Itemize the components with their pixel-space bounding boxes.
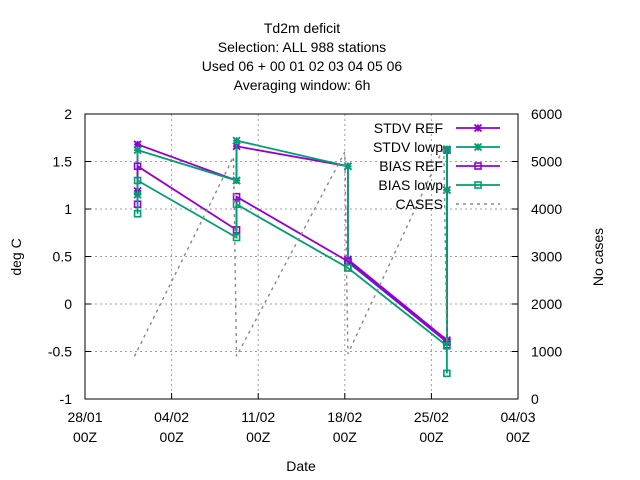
x-tick-label: 04/03 bbox=[500, 409, 535, 425]
data-point bbox=[133, 176, 142, 185]
title-line-2: Selection: ALL 988 stations bbox=[218, 39, 386, 55]
legend-item-bias-lowp: BIAS lowp bbox=[378, 177, 500, 193]
title-line-3: Used 06 + 00 01 02 03 04 05 06 bbox=[202, 58, 403, 74]
data-point bbox=[133, 145, 142, 155]
x-tick-label: 11/02 bbox=[241, 409, 275, 425]
y-tick-label: 2 bbox=[64, 106, 72, 122]
data-point bbox=[443, 341, 451, 350]
y-tick-label: -1 bbox=[60, 391, 73, 407]
legend-item-bias-ref: BIAS REF bbox=[379, 158, 500, 174]
x-tick-label-hour: 00Z bbox=[333, 429, 358, 445]
legend-label: BIAS lowp bbox=[378, 177, 443, 193]
x-tick-label-hour: 00Z bbox=[160, 429, 185, 445]
grid-lines bbox=[85, 114, 518, 399]
y-tick-label: 1 bbox=[64, 201, 72, 217]
data-point bbox=[442, 145, 452, 154]
x-tick-label: 28/01 bbox=[67, 409, 102, 425]
data-point bbox=[344, 264, 352, 272]
data-point bbox=[473, 142, 483, 152]
series-line bbox=[136, 150, 448, 374]
x-tick-label: 25/02 bbox=[414, 409, 449, 425]
data-point bbox=[232, 176, 241, 185]
chart-title: Td2m deficit Selection: ALL 988 stations… bbox=[202, 20, 403, 93]
y-tick-label: -0.5 bbox=[48, 344, 72, 360]
data-point bbox=[443, 369, 451, 378]
y2-tick-label: 5000 bbox=[531, 154, 562, 170]
data-point bbox=[133, 140, 142, 149]
legend-label: STDV lowp bbox=[373, 139, 443, 155]
y-tick-label: 1.5 bbox=[53, 154, 73, 170]
data-point bbox=[232, 233, 241, 242]
y2-tick-label: 2000 bbox=[531, 296, 562, 312]
y2-axis-label: No cases bbox=[590, 228, 606, 286]
y-tick-label: 0.5 bbox=[53, 249, 73, 265]
y-axis-label: deg C bbox=[8, 238, 24, 275]
y-tick-label: 0 bbox=[64, 296, 72, 312]
series-layer bbox=[133, 136, 452, 378]
x-tick-label-hour: 00Z bbox=[73, 429, 98, 445]
data-point bbox=[473, 123, 483, 133]
y2-tick-label: 6000 bbox=[531, 106, 562, 122]
legend-label: STDV REF bbox=[374, 120, 443, 136]
legend-item-stdv-ref: STDV REF bbox=[374, 120, 500, 136]
x-tick-label-hour: 00Z bbox=[506, 429, 531, 445]
x-tick-label: 18/02 bbox=[327, 409, 362, 425]
data-point bbox=[474, 162, 482, 170]
data-point bbox=[232, 200, 241, 209]
title-line-4: Averaging window: 6h bbox=[234, 77, 371, 93]
y2-tick-label: 4000 bbox=[531, 201, 562, 217]
data-point bbox=[232, 192, 241, 201]
legend-item-stdv-lowp: STDV lowp bbox=[373, 139, 500, 155]
series-cases bbox=[133, 147, 448, 357]
data-point bbox=[343, 162, 353, 171]
data-point bbox=[474, 181, 482, 189]
y2-tick-label: 0 bbox=[531, 391, 539, 407]
y2-tick-label: 3000 bbox=[531, 249, 562, 265]
x-tick-label: 04/02 bbox=[154, 409, 189, 425]
x-axis-label: Date bbox=[286, 458, 316, 474]
data-point bbox=[133, 209, 142, 218]
data-point bbox=[133, 162, 142, 171]
series-bias-lowp bbox=[133, 146, 451, 378]
legend-item-cases: CASES bbox=[396, 196, 500, 212]
series-line bbox=[133, 147, 448, 357]
x-tick-label-hour: 00Z bbox=[419, 429, 444, 445]
axis-ticks: -1 -0.5 0 0.5 1 1.5 2 0 1000 2000 3000 4000 5000 6000… bbox=[48, 106, 562, 445]
title-line-1: Td2m deficit bbox=[264, 20, 340, 36]
data-point bbox=[232, 136, 241, 145]
legend: STDV REF STDV lowp BIAS REF BIAS lowp CASES bbox=[373, 120, 500, 212]
x-tick-label-hour: 00Z bbox=[246, 429, 271, 445]
legend-label: CASES bbox=[396, 196, 443, 212]
y2-tick-label: 1000 bbox=[531, 344, 562, 360]
legend-label: BIAS REF bbox=[379, 158, 443, 174]
